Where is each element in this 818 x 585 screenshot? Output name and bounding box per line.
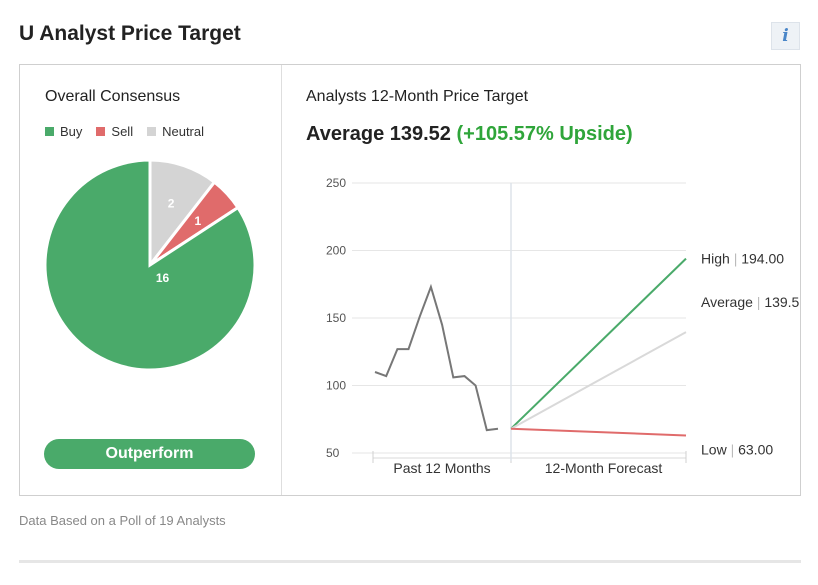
- x-section-label: 12-Month Forecast: [545, 460, 663, 476]
- forecast-label-high: High | 194.00: [701, 251, 784, 267]
- legend-item-neutral: Neutral: [147, 124, 204, 139]
- legend-swatch-sell: [96, 127, 106, 136]
- section-divider: [281, 65, 282, 495]
- forecast-label-low: Low | 63.00: [701, 441, 773, 457]
- y-tick-label: 250: [326, 176, 346, 190]
- price-target-line-chart: 250 200 150 100 50 Past 12 Months 12-Month For…: [326, 176, 800, 476]
- footnote: Data Based on a Poll of 19 Analysts: [19, 513, 226, 528]
- y-tick-label: 200: [326, 244, 346, 258]
- consensus-title: Overall Consensus: [45, 88, 181, 105]
- forecast-label-average: Average | 139.52: [701, 294, 800, 310]
- legend-item-sell: Sell: [96, 124, 133, 139]
- consensus-pie-chart: 2 1 16: [43, 158, 257, 372]
- forecast-line-low: [510, 427, 687, 437]
- forecast-line-average: [510, 331, 687, 430]
- x-section-label: Past 12 Months: [393, 460, 490, 476]
- outperform-button[interactable]: Outperform: [44, 439, 255, 469]
- info-icon: i: [782, 26, 789, 46]
- bottom-rule: [19, 560, 801, 563]
- legend-swatch-neutral: [147, 127, 157, 136]
- info-button[interactable]: i: [771, 22, 800, 50]
- pie-slice-buy: [43, 158, 257, 372]
- pie-label-sell: 1: [195, 214, 202, 228]
- average-headline: Average 139.52 (+105.57% Upside): [306, 123, 633, 146]
- legend-label-buy: Buy: [60, 124, 83, 139]
- pie-legend: Buy Sell Neutral: [45, 124, 204, 139]
- upside-percent: (+105.57% Upside): [456, 123, 633, 145]
- legend-swatch-buy: [45, 127, 54, 136]
- pie-label-buy: 16: [156, 271, 170, 285]
- price-target-card: Overall Consensus Buy Sell Neutral 2 1 16 …: [19, 64, 801, 496]
- target-title: Analysts 12-Month Price Target: [306, 88, 529, 105]
- legend-label-sell: Sell: [111, 124, 134, 139]
- page-title: U Analyst Price Target: [19, 22, 241, 45]
- pie-label-neutral: 2: [168, 196, 175, 210]
- y-tick-label: 150: [326, 311, 346, 325]
- y-tick-label: 50: [326, 446, 340, 460]
- legend-item-buy: Buy: [45, 124, 82, 139]
- legend-label-neutral: Neutral: [162, 124, 205, 139]
- y-tick-label: 100: [326, 379, 346, 393]
- average-value: Average 139.52: [306, 123, 451, 145]
- history-price-line: [374, 283, 499, 432]
- forecast-line-high: [510, 257, 687, 430]
